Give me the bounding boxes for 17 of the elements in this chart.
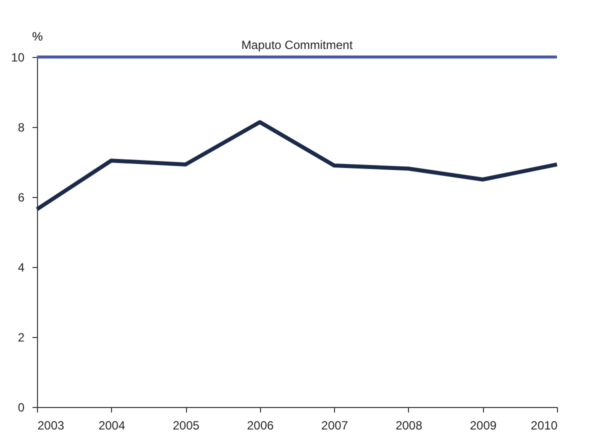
ref-line-label: Maputo Commitment — [241, 38, 354, 52]
x-tick-label: 2003 — [38, 418, 65, 432]
x-tick-label: 2005 — [172, 418, 200, 432]
x-tick-label: 2007 — [321, 418, 348, 432]
y-tick-label: 10 — [11, 50, 25, 64]
x-tick-label: 2004 — [98, 418, 126, 432]
y-axis-title: % — [32, 30, 44, 44]
line-series — [35, 120, 559, 212]
x-tick-label: 2009 — [470, 418, 497, 432]
y-tick-label: 4 — [18, 260, 25, 274]
y-tick-label: 2 — [18, 330, 25, 344]
x-tick-label: 2010 — [530, 418, 558, 432]
y-tick-label: 8 — [18, 120, 25, 134]
y-tick-label: 6 — [18, 190, 25, 204]
y-tick-label: 0 — [18, 400, 25, 414]
x-tick-label: 2008 — [396, 418, 423, 432]
x-tick-label: 2006 — [247, 418, 274, 432]
